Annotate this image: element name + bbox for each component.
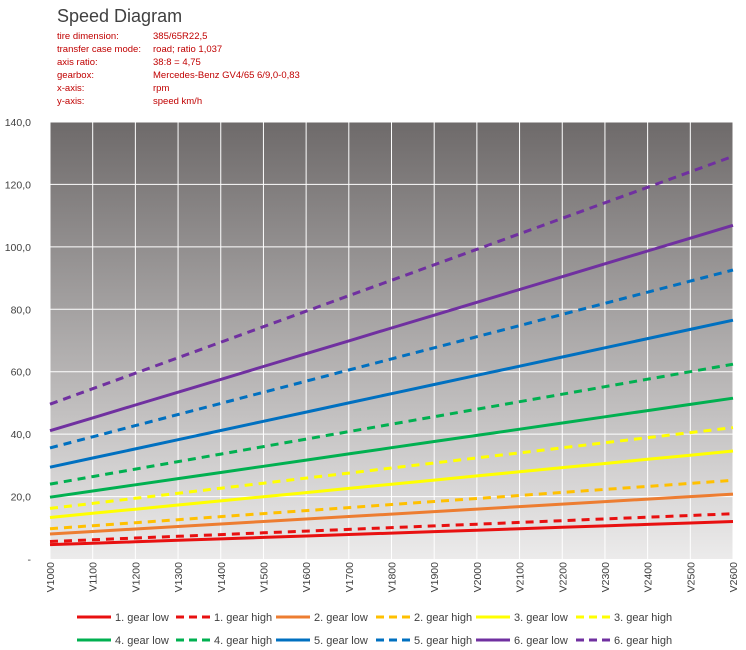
- x-tick-label: V2200: [557, 562, 569, 593]
- legend-label: 4. gear low: [115, 635, 169, 647]
- x-axis-ticks: V1000 V1100 V1200 V1300 V1400 V1500 V1600 V1700…: [45, 562, 740, 593]
- legend-label: 3. gear high: [614, 612, 672, 624]
- x-tick-label: V1800: [387, 562, 399, 593]
- series-line: [49, 449, 734, 519]
- y-tick-label: 120,0: [5, 179, 31, 191]
- legend-label: 2. gear high: [414, 612, 472, 624]
- x-tick-label: V1500: [258, 562, 270, 593]
- x-tick-label: V1400: [216, 562, 228, 593]
- series-line: [49, 154, 734, 406]
- x-tick-label: V2300: [600, 562, 612, 593]
- info-row-transfer: transfer case mode: road; ratio 1,037: [57, 43, 300, 56]
- info-value: road; ratio 1,037: [153, 44, 223, 55]
- info-key: axis ratio:: [57, 57, 98, 68]
- info-row-gearbox: gearbox: Mercedes-Benz GV4/65 6/9,0-0,83: [57, 69, 300, 82]
- legend-label: 6. gear low: [514, 635, 568, 647]
- series-line: [49, 362, 734, 486]
- info-key: y-axis:: [57, 96, 85, 107]
- y-tick-label: 140,0: [5, 117, 31, 129]
- info-value: speed km/h: [153, 96, 203, 107]
- x-tick-label: V1600: [301, 562, 313, 593]
- x-tick-label: V1000: [45, 562, 57, 593]
- series-line: [49, 426, 734, 510]
- y-tick-label: 20,0: [11, 492, 32, 504]
- info-row-axis-ratio: axis ratio: 38:8 = 4,75: [57, 56, 300, 69]
- legend-label: 6. gear high: [614, 635, 672, 647]
- y-axis-ticks: - 20,0 40,0 60,0 80,0 100,0 120,0 140,0: [5, 117, 32, 566]
- info-key: tire dimension:: [57, 31, 119, 42]
- legend-label: 1. gear high: [214, 612, 272, 624]
- info-value: Mercedes-Benz GV4/65 6/9,0-0,83: [153, 70, 300, 81]
- y-tick-label: -: [28, 554, 32, 566]
- legend-label: 3. gear low: [514, 612, 568, 624]
- series-line: [49, 520, 734, 547]
- x-tick-label: V2400: [643, 562, 655, 593]
- series-line: [49, 478, 734, 531]
- x-tick-label: V1200: [130, 562, 142, 593]
- x-tick-label: V1700: [344, 562, 356, 593]
- series-line: [49, 512, 734, 543]
- series-line: [49, 318, 734, 469]
- series-line: [49, 492, 734, 536]
- legend-label: 5. gear high: [414, 635, 472, 647]
- y-tick-label: 80,0: [11, 304, 32, 316]
- series-line: [49, 223, 734, 433]
- legend-label: 1. gear low: [115, 612, 169, 624]
- y-tick-label: 100,0: [5, 242, 31, 254]
- x-tick-label: V2500: [685, 562, 697, 593]
- x-tick-label: V2600: [728, 562, 740, 593]
- chart-title: Speed Diagram: [57, 6, 183, 26]
- info-key: transfer case mode:: [57, 44, 141, 55]
- info-key: x-axis:: [57, 83, 85, 94]
- grid-lines: [49, 121, 734, 559]
- info-block: tire dimension: 385/65R22,5 transfer case…: [57, 30, 300, 108]
- series-lines: [49, 154, 734, 547]
- legend: 1. gear low 1. gear high 2. gear low 2. gea…: [77, 612, 672, 647]
- y-tick-label: 40,0: [11, 429, 32, 441]
- info-row-x-axis: x-axis: rpm: [57, 82, 300, 95]
- info-value: 385/65R22,5: [153, 31, 208, 42]
- x-tick-label: V1300: [173, 562, 185, 593]
- info-value: rpm: [153, 83, 170, 94]
- legend-label: 4. gear high: [214, 635, 272, 647]
- legend-label: 5. gear low: [314, 635, 368, 647]
- series-line: [49, 268, 734, 450]
- series-line: [49, 396, 734, 499]
- info-row-y-axis: y-axis: speed km/h: [57, 95, 300, 108]
- x-tick-label: V1900: [429, 562, 441, 593]
- y-tick-label: 60,0: [11, 367, 32, 379]
- x-tick-label: V1100: [88, 562, 100, 592]
- legend-label: 2. gear low: [314, 612, 368, 624]
- x-tick-label: V2000: [472, 562, 484, 593]
- info-value: 38:8 = 4,75: [153, 57, 201, 68]
- info-row-tire: tire dimension: 385/65R22,5: [57, 30, 300, 43]
- x-tick-label: V2100: [515, 562, 527, 593]
- info-key: gearbox:: [57, 70, 94, 81]
